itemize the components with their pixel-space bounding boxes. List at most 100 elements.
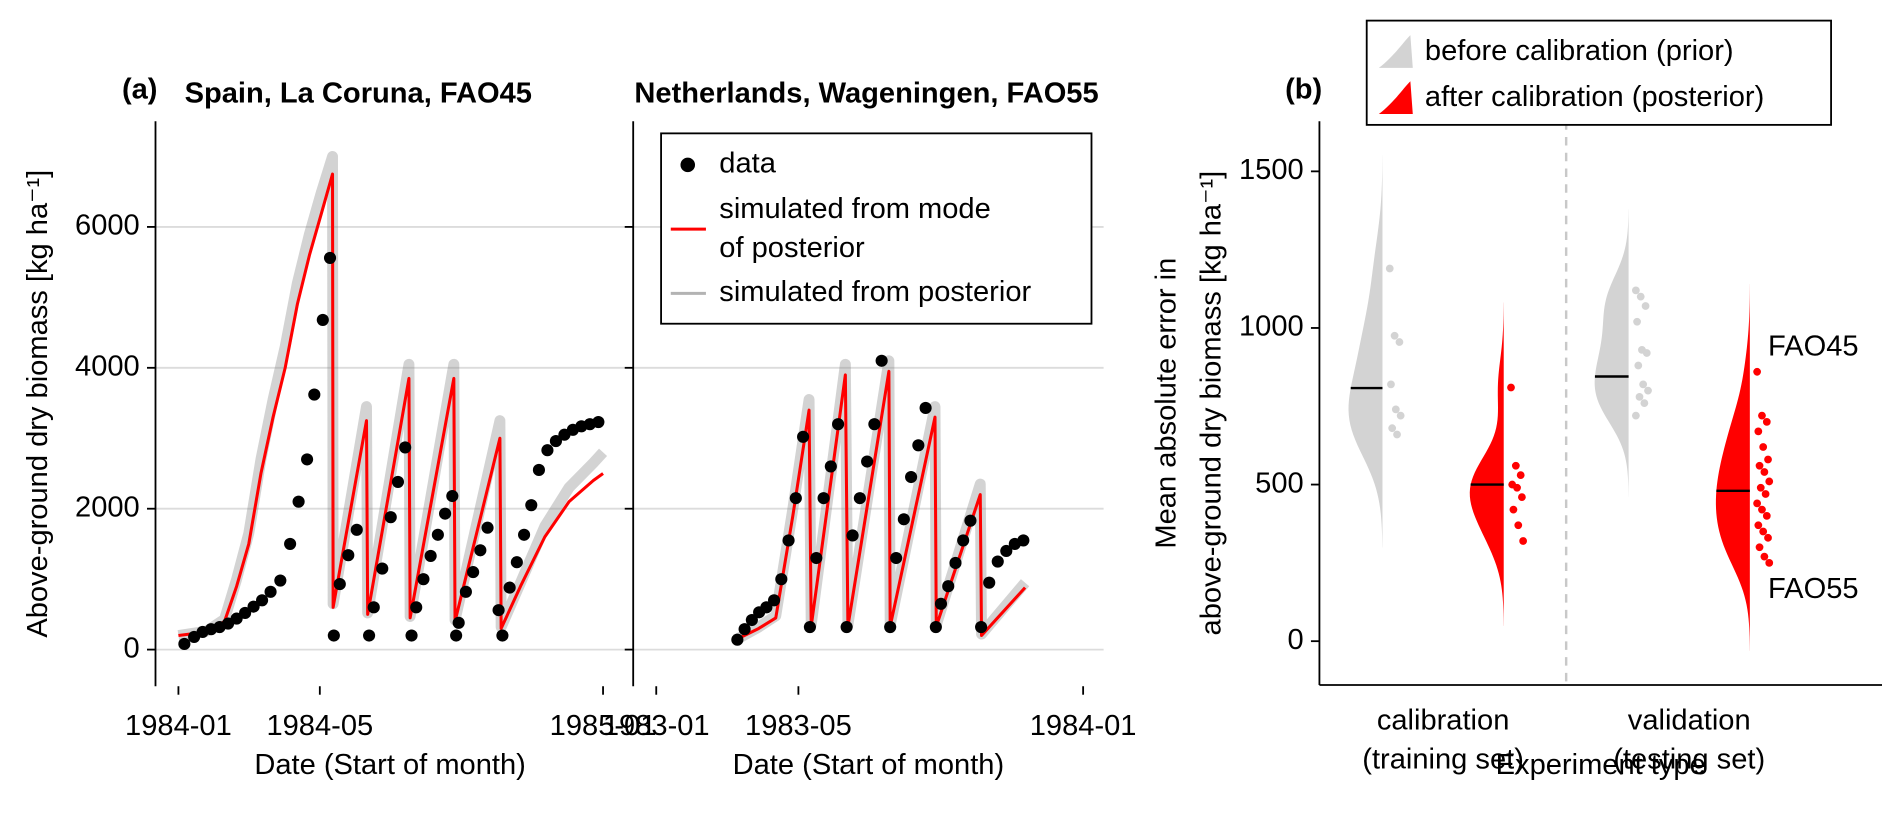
data-point (592, 415, 605, 429)
legend-box (660, 132, 1093, 325)
violin (1715, 283, 1750, 651)
data-point (1759, 443, 1768, 451)
text-line: of posterior (719, 232, 865, 264)
data-point (1758, 411, 1766, 420)
data-point (327, 629, 340, 642)
data-point (1640, 399, 1649, 408)
data-point (824, 460, 837, 473)
data-point (1639, 380, 1648, 389)
data-point (949, 556, 962, 570)
data-point (503, 581, 516, 594)
data-point (492, 604, 505, 617)
text-line: validation (1628, 704, 1751, 736)
data-point (367, 601, 380, 614)
data-point (853, 492, 866, 505)
data-point (301, 453, 314, 466)
data-point (474, 544, 487, 557)
data-point (452, 616, 465, 629)
data-point (1764, 533, 1772, 542)
data-point (1754, 427, 1763, 436)
data-point (1753, 367, 1761, 376)
data-point (1765, 477, 1774, 486)
data-point (1759, 527, 1768, 536)
data-point (178, 637, 191, 651)
legend-box (1365, 19, 1832, 126)
data-point (391, 475, 405, 488)
legend-label: data (719, 148, 776, 180)
x-tick-label: 1984-05 (266, 710, 373, 742)
data-point (1758, 505, 1766, 514)
y-tick-label: 2000 (75, 491, 140, 523)
legend-swatch (680, 157, 696, 173)
data-point (1511, 461, 1520, 470)
data-point (905, 470, 918, 484)
data-point (983, 576, 996, 589)
data-point (1514, 521, 1523, 530)
data-point (929, 620, 942, 634)
data-point (1516, 471, 1525, 480)
data-point (1507, 383, 1515, 392)
data-point (810, 551, 823, 565)
x-axis-label: Date (Start of month) (733, 749, 1005, 781)
data-point (745, 613, 758, 627)
data-point (919, 401, 932, 415)
data-point (239, 606, 252, 620)
data-point (1756, 483, 1765, 492)
data-point (510, 556, 523, 569)
data-point (1391, 405, 1400, 414)
y-tick-label: 6000 (75, 210, 140, 242)
data-point (846, 529, 859, 542)
data-point (797, 430, 810, 443)
data-point (481, 521, 494, 534)
legend-label: simulated from mode of posterior (719, 192, 991, 263)
data-point (342, 549, 355, 562)
legend-swatch (1378, 35, 1413, 68)
data-point (832, 418, 845, 431)
y-tick-label: 0 (124, 632, 140, 664)
violin (1469, 302, 1504, 626)
data-point (1642, 349, 1651, 357)
data-point (964, 514, 977, 527)
data-point (323, 251, 337, 264)
x-axis-label: Date (Start of month) (254, 749, 526, 781)
data-point (1631, 411, 1640, 420)
data-point (731, 633, 744, 646)
data-point (450, 629, 463, 642)
data-point (417, 573, 430, 586)
data-point (775, 573, 788, 586)
data-point (957, 534, 970, 547)
text-line: (training set) (1362, 743, 1524, 775)
data-point (410, 601, 423, 614)
data-point (1644, 386, 1652, 395)
x-tick-label: validation (testing set) (1613, 704, 1765, 775)
data-point (424, 549, 437, 562)
legend-swatch (1378, 81, 1413, 114)
y-tick-label: 500 (1255, 467, 1304, 499)
data-point (1385, 264, 1394, 273)
x-axis-label: Experiment type (1496, 749, 1706, 781)
data-point (1519, 537, 1527, 545)
data-point (532, 463, 545, 477)
data-point (256, 594, 269, 607)
chart-title: Netherlands, Wageningen, FAO55 (634, 77, 1098, 109)
data-point (861, 455, 874, 468)
data-point (1760, 468, 1769, 476)
data-point (459, 585, 472, 598)
data-point (875, 354, 888, 367)
data-point (541, 444, 554, 457)
data-point (1761, 490, 1770, 498)
y-tick-label: 4000 (75, 350, 140, 382)
data-point (308, 388, 321, 401)
x-tick-label: 1983-01 (603, 710, 710, 742)
x-tick-label: 1984-01 (1030, 710, 1137, 742)
data-point (890, 551, 903, 565)
data-point (518, 528, 531, 541)
data-point (991, 555, 1004, 568)
data-point (1390, 331, 1399, 340)
y-tick-label: 1500 (1239, 154, 1304, 186)
data-point (496, 629, 509, 642)
data-point (1633, 317, 1641, 326)
legend-label: after calibration (posterior) (1425, 81, 1764, 113)
data-point (1753, 499, 1761, 508)
